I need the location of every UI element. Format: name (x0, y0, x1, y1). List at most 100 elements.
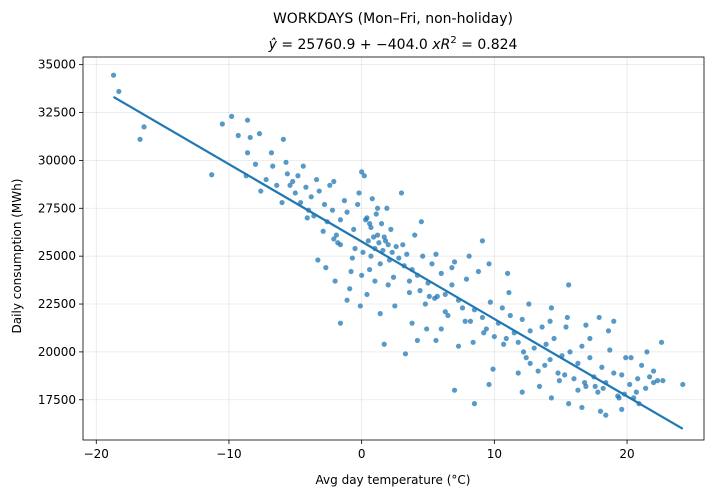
data-point (607, 347, 613, 353)
data-point (396, 255, 402, 261)
data-point (571, 376, 577, 382)
data-point (639, 362, 645, 368)
data-point (406, 289, 413, 296)
data-point (644, 349, 650, 355)
y-tick-label: 30000 (38, 153, 76, 167)
data-point (356, 190, 362, 196)
data-point (359, 169, 365, 175)
data-point (313, 176, 320, 183)
data-points (110, 72, 686, 418)
x-tick-label: 0 (358, 447, 366, 461)
data-point (449, 282, 455, 288)
data-point (141, 124, 147, 130)
data-point (331, 178, 337, 185)
data-point (542, 362, 548, 368)
data-point (467, 318, 474, 324)
data-point (579, 343, 585, 349)
data-point (344, 209, 350, 215)
data-point (654, 378, 661, 384)
data-point (592, 383, 598, 389)
data-point (566, 401, 572, 407)
data-point (327, 182, 333, 188)
data-point (361, 173, 367, 179)
data-point (398, 190, 405, 196)
data-point (352, 245, 358, 252)
data-point (575, 360, 581, 366)
data-point (486, 381, 492, 388)
data-point (359, 272, 365, 278)
data-point (256, 131, 263, 137)
data-point (303, 184, 309, 190)
data-point (280, 136, 286, 142)
data-point (355, 201, 361, 208)
data-point (596, 314, 602, 321)
data-point (531, 345, 537, 351)
data-point (646, 374, 653, 380)
data-point (315, 257, 321, 263)
data-point (562, 372, 568, 378)
data-point (244, 117, 251, 123)
data-point (623, 355, 629, 361)
data-point (279, 199, 285, 206)
data-point (575, 387, 581, 393)
data-point (263, 176, 269, 183)
data-point (507, 312, 513, 319)
data-point (360, 249, 366, 255)
data-point (369, 196, 375, 202)
data-point (274, 182, 280, 188)
data-point (380, 247, 386, 254)
data-point (479, 238, 486, 244)
data-point (466, 253, 472, 259)
data-point (329, 207, 336, 213)
data-point (244, 150, 251, 156)
data-point (420, 253, 426, 259)
data-point (547, 318, 553, 324)
x-tick-label: 20 (619, 447, 634, 461)
data-point (600, 385, 606, 391)
data-point (424, 326, 430, 332)
data-point (499, 305, 505, 311)
data-point (337, 242, 344, 248)
data-point (515, 339, 521, 345)
data-point (290, 178, 296, 185)
data-point (422, 301, 428, 307)
data-point (597, 408, 604, 414)
data-point (579, 404, 585, 411)
data-point (483, 326, 489, 332)
x-tick-label: −10 (216, 447, 241, 461)
data-point (292, 190, 298, 196)
data-point (389, 249, 395, 255)
data-point (341, 198, 348, 204)
data-point (438, 326, 444, 332)
data-point (333, 232, 340, 238)
data-point (412, 232, 418, 238)
x-axis-label: Avg day temperature (°C) (316, 473, 471, 487)
data-point (506, 289, 512, 296)
data-point (603, 412, 609, 418)
data-point (388, 226, 394, 232)
data-point (393, 243, 399, 250)
y-tick-label: 25000 (38, 249, 76, 263)
data-point (463, 276, 470, 282)
data-point (462, 318, 468, 324)
data-point (229, 113, 235, 119)
subtitle-r-sup: 2 (450, 35, 456, 46)
data-point (527, 328, 533, 334)
data-point (368, 253, 374, 259)
data-point (563, 324, 569, 330)
data-point (599, 364, 605, 370)
data-point (270, 163, 276, 169)
data-point (304, 215, 310, 221)
data-point (392, 303, 398, 309)
subtitle-equation: = 25760.9 + −404.0 (277, 37, 432, 53)
subtitle-r-value: = 0.824 (457, 37, 518, 53)
data-point (433, 251, 439, 257)
data-point (627, 381, 633, 388)
data-point (611, 370, 617, 376)
data-point (539, 324, 545, 330)
data-point (551, 335, 557, 342)
data-point (503, 335, 509, 342)
data-point (347, 286, 353, 292)
data-point (548, 395, 555, 401)
